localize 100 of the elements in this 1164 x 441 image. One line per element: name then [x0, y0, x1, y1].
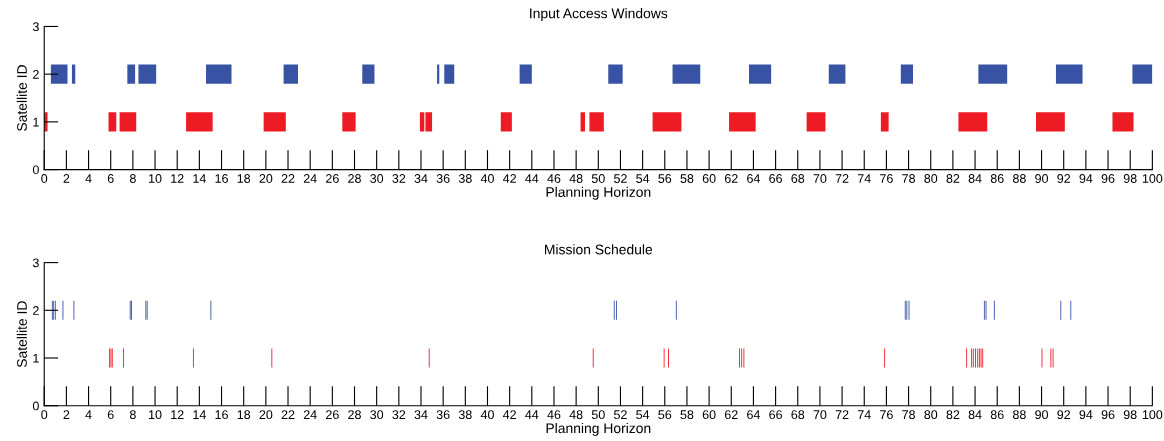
- x-tick-label: 42: [502, 174, 516, 183]
- x-tick-label: 78: [902, 174, 915, 183]
- x-tick-label: 16: [215, 174, 228, 183]
- x-tick-label: 14: [193, 174, 206, 183]
- x-tick-label: 60: [702, 174, 716, 183]
- x-tick-label: 68: [791, 410, 805, 420]
- x-tick-label: 92: [1057, 174, 1071, 183]
- x-tick-label: 96: [1101, 174, 1115, 183]
- x-tick-label: 46: [547, 174, 561, 183]
- x-tick-label: 100: [1142, 410, 1163, 420]
- x-tick-label: 86: [990, 174, 1004, 183]
- y-axis-title: Satellite ID: [16, 301, 27, 368]
- x-tick-label: 2: [63, 174, 70, 183]
- x-tick-label: 58: [680, 174, 694, 183]
- x-tick-label: 14: [193, 410, 206, 419]
- x-tick-label: 32: [392, 174, 406, 183]
- x-tick-label: 2: [63, 410, 70, 419]
- x-tick-label: 30: [370, 174, 384, 183]
- x-tick-label: 28: [348, 410, 361, 420]
- x-tick-label: 68: [791, 174, 805, 183]
- x-tick-label: 64: [747, 174, 761, 183]
- x-tick-label: 96: [1101, 410, 1115, 420]
- x-tick-label: 48: [569, 174, 583, 183]
- x-tick-label: 50: [591, 174, 605, 183]
- x-tick-label: 4: [85, 174, 92, 183]
- x-tick-label: 0: [41, 174, 48, 183]
- x-tick-label: 56: [658, 410, 672, 420]
- x-tick-label: 34: [414, 410, 428, 420]
- x-tick-label: 10: [149, 410, 162, 420]
- x-tick-label: 58: [680, 410, 694, 420]
- x-tick-label: 10: [149, 174, 162, 183]
- x-tick-label: 82: [946, 410, 960, 420]
- x-tick-label: 44: [525, 174, 539, 183]
- x-tick-label: 88: [1012, 174, 1026, 183]
- x-tick-label: 84: [968, 410, 982, 420]
- x-tick-label: 16: [215, 410, 228, 420]
- x-tick-label: 24: [303, 174, 317, 183]
- x-tick-label: 34: [414, 174, 428, 183]
- y-tick-label: 1: [33, 353, 39, 363]
- x-tick-label: 94: [1079, 174, 1093, 183]
- y-tick-label: 3: [32, 22, 39, 32]
- x-tick-label: 76: [880, 410, 893, 420]
- x-tick-label: 76: [880, 174, 893, 183]
- x-tick-label: 26: [326, 174, 339, 183]
- x-tick-label: 64: [747, 410, 761, 420]
- x-tick-label: 52: [614, 174, 627, 183]
- x-tick-label: 40: [480, 174, 494, 183]
- y-tick-label: 0: [32, 165, 39, 175]
- y-tick-label: 1: [33, 117, 39, 127]
- x-axis-title: Planning Horizon: [546, 422, 651, 436]
- x-tick-label: 80: [924, 410, 938, 420]
- x-tick-label: 54: [636, 174, 650, 183]
- x-tick-label: 92: [1057, 410, 1071, 420]
- x-tick-label: 20: [259, 174, 273, 183]
- x-tick-label: 66: [769, 174, 782, 183]
- x-tick-label: 90: [1035, 174, 1049, 183]
- chart-title: Input Access Windows: [530, 8, 668, 22]
- x-tick-label: 36: [436, 174, 450, 183]
- y-tick-label: 2: [33, 69, 39, 79]
- x-tick-label: 8: [129, 174, 136, 183]
- x-tick-label: 86: [990, 410, 1004, 420]
- x-tick-label: 72: [835, 410, 849, 419]
- x-tick-label: 70: [813, 410, 827, 420]
- y-tick-label: 0: [32, 401, 39, 411]
- x-tick-label: 38: [458, 174, 472, 183]
- x-tick-label: 18: [237, 410, 251, 420]
- x-tick-label: 60: [702, 410, 716, 420]
- x-tick-label: 30: [370, 410, 384, 420]
- x-tick-label: 6: [107, 174, 114, 183]
- x-tick-label: 8: [129, 410, 136, 420]
- x-tick-label: 4: [85, 410, 92, 419]
- x-tick-label: 48: [569, 410, 583, 420]
- x-tick-label: 88: [1012, 410, 1026, 420]
- x-tick-label: 28: [348, 174, 361, 183]
- y-tick-label: 3: [32, 258, 39, 268]
- x-tick-label: 12: [171, 410, 184, 419]
- x-tick-label: 52: [614, 410, 627, 420]
- x-tick-label: 94: [1079, 410, 1093, 420]
- x-tick-label: 62: [724, 174, 738, 183]
- x-tick-label: 70: [813, 174, 827, 183]
- x-tick-label: 90: [1035, 410, 1049, 420]
- x-tick-label: 6: [107, 410, 114, 420]
- chart-title: Mission Schedule: [545, 244, 653, 255]
- x-tick-label: 38: [458, 410, 472, 420]
- x-tick-label: 40: [480, 410, 494, 420]
- x-tick-label: 24: [303, 410, 317, 419]
- x-tick-label: 12: [171, 174, 184, 183]
- x-tick-label: 74: [857, 174, 871, 183]
- x-tick-label: 56: [658, 174, 672, 183]
- x-tick-label: 22: [281, 410, 295, 419]
- y-tick-label: 2: [33, 306, 39, 315]
- x-tick-label: 32: [392, 410, 406, 420]
- y-axis-title: Satellite ID: [16, 65, 27, 131]
- x-tick-label: 46: [547, 410, 561, 420]
- x-tick-label: 80: [924, 174, 938, 183]
- x-tick-label: 66: [769, 410, 782, 420]
- x-tick-label: 18: [237, 174, 251, 183]
- x-tick-label: 42: [502, 410, 516, 419]
- x-tick-label: 26: [326, 410, 339, 420]
- x-tick-label: 74: [857, 410, 871, 419]
